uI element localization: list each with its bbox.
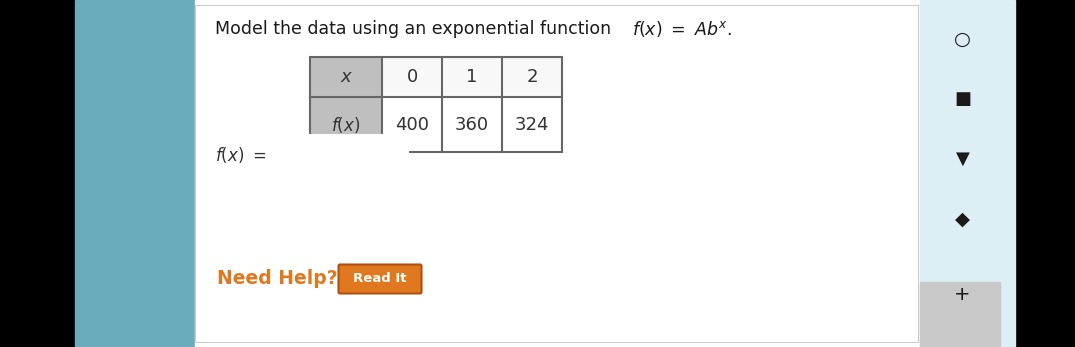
Text: x: x — [341, 68, 352, 86]
Text: Read It: Read It — [354, 272, 406, 286]
Bar — [382, 57, 442, 97]
Text: 400: 400 — [395, 116, 429, 134]
Bar — [195, 5, 918, 342]
Bar — [75, 0, 195, 347]
Text: ▼: ▼ — [956, 150, 970, 168]
Text: Model the data using an exponential function: Model the data using an exponential func… — [215, 20, 617, 38]
Text: ■: ■ — [954, 90, 971, 108]
Bar — [195, 0, 920, 347]
Bar — [502, 57, 562, 97]
Bar — [310, 57, 382, 97]
Bar — [920, 0, 1015, 347]
FancyBboxPatch shape — [339, 264, 421, 294]
Bar — [442, 57, 502, 97]
Bar — [310, 97, 382, 152]
Text: +: + — [955, 286, 971, 305]
Text: 360: 360 — [455, 116, 489, 134]
Bar — [273, 135, 408, 175]
Text: $\mathit{f(x)}\ =$: $\mathit{f(x)}\ =$ — [215, 145, 267, 165]
Text: $\mathit{f(x)}$: $\mathit{f(x)}$ — [331, 115, 360, 135]
Text: ◆: ◆ — [955, 210, 970, 229]
Bar — [310, 57, 562, 152]
Text: 0: 0 — [406, 68, 417, 86]
Bar — [382, 97, 442, 152]
Bar — [920, 282, 1000, 347]
Bar — [442, 97, 502, 152]
Text: 1: 1 — [467, 68, 477, 86]
Text: 324: 324 — [515, 116, 549, 134]
Bar — [502, 97, 562, 152]
Text: $\mathit{f(x)}\ =\ \mathit{Ab}^x.$: $\mathit{f(x)}\ =\ \mathit{Ab}^x.$ — [632, 19, 732, 39]
Text: 2: 2 — [527, 68, 538, 86]
Text: ○: ○ — [954, 29, 971, 49]
Text: Need Help?: Need Help? — [217, 270, 338, 288]
